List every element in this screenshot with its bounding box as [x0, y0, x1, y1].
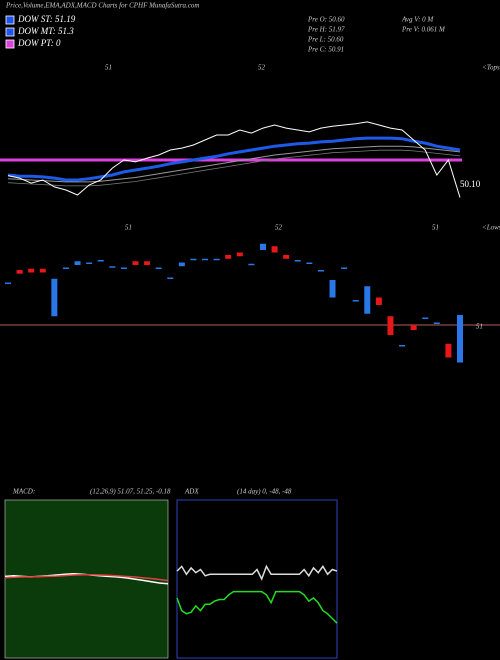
candle [248, 263, 255, 266]
legend-label: DOW PT: 0 [17, 38, 61, 48]
legend-swatch [5, 15, 15, 25]
candle [39, 268, 46, 273]
candle [271, 246, 278, 253]
panel-subtitle: (12,26,9) 51.07, 51.25, -0.18 [90, 488, 171, 496]
annotation: <Tops [482, 64, 500, 72]
candle [28, 268, 35, 273]
candle [259, 243, 266, 250]
legend-label: DOW ST: 51.19 [17, 14, 76, 24]
panel-border [176, 499, 338, 659]
candle [97, 260, 104, 262]
legend-label: DOW MT: 51.3 [17, 26, 74, 36]
info-text: Pre L: 50.60 [307, 36, 344, 44]
series-line [7, 145, 461, 183]
info-text: Pre V: 0.061 M [401, 26, 446, 34]
candle [167, 277, 174, 279]
candle [62, 267, 69, 269]
candle [74, 261, 81, 265]
candle [294, 260, 301, 262]
candle [387, 316, 394, 335]
series-line [176, 564, 338, 581]
candle [283, 255, 290, 259]
legend-swatch [5, 27, 15, 37]
candle [178, 262, 185, 267]
annotation: 52 [258, 64, 266, 72]
candle [341, 267, 348, 269]
series-line [7, 136, 461, 182]
candle [329, 280, 336, 298]
candle [352, 300, 359, 302]
candle [410, 325, 417, 330]
candle [433, 322, 440, 324]
candle [445, 343, 452, 358]
annotation: <Lows [482, 224, 500, 232]
info-text: Avg V: 0 M [401, 16, 434, 24]
candle [236, 252, 243, 257]
candle [120, 267, 127, 269]
series-line [176, 590, 338, 624]
panel-title: MACD: [12, 488, 35, 496]
candle [155, 267, 162, 269]
info-text: Pre H: 51.97 [307, 26, 345, 34]
candle [422, 317, 429, 319]
candle [364, 286, 371, 314]
annotation: 51 [105, 64, 112, 72]
candle [306, 262, 313, 264]
candle [457, 315, 463, 363]
candle [16, 270, 23, 274]
candle [317, 270, 324, 272]
series-line [4, 574, 169, 582]
candle [86, 262, 93, 264]
level-label: 51 [476, 323, 483, 331]
candle [132, 261, 139, 265]
candle [225, 255, 232, 259]
info-text: Pre O: 50.60 [307, 16, 345, 24]
page-title: Price,Volume,EMA,ADX,MACD Charts for CPH… [5, 2, 199, 10]
candle [51, 278, 58, 317]
candle [202, 258, 209, 261]
candle [109, 266, 116, 268]
annotation: 50.10 [460, 179, 481, 189]
candle [399, 345, 406, 347]
series-line [7, 121, 461, 198]
candle [144, 261, 151, 265]
panel-subtitle: (14 day) 0, -48, -48 [237, 488, 292, 496]
annotation: 51 [432, 224, 439, 232]
candle [213, 258, 220, 261]
annotation: 52 [275, 224, 283, 232]
info-text: Pre C: 50.91 [307, 46, 344, 54]
panel-title: ADX [184, 488, 199, 496]
candle [5, 282, 11, 284]
panel-bg [4, 499, 169, 659]
legend-swatch [5, 39, 15, 49]
series-line-shadow [7, 149, 461, 187]
candle [190, 258, 197, 261]
candle [375, 297, 382, 305]
annotation: 51 [125, 224, 132, 232]
